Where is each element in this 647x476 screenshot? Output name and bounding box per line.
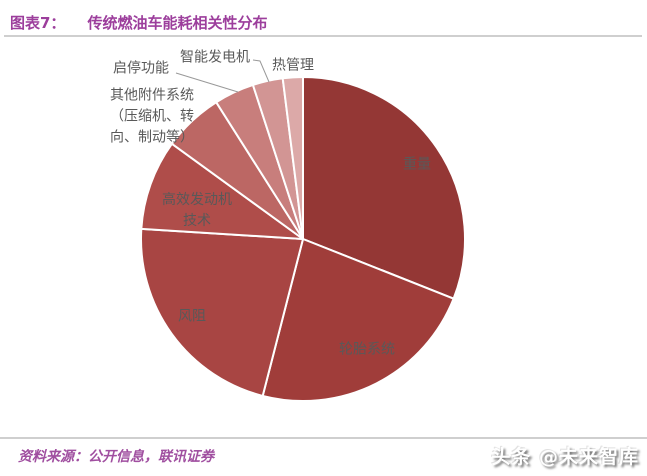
source-label: 资料来源： xyxy=(18,449,88,465)
slice-label-1: 重量 xyxy=(403,156,431,173)
slice-label-4: 高效发动机 技术 xyxy=(162,192,232,229)
pie-slice-4 xyxy=(140,142,304,240)
figure-title: 传统燃油车能耗相关性分布 xyxy=(87,14,268,32)
figure-header: 图表7： 传统燃油车能耗相关性分布 xyxy=(10,12,267,33)
source-text: 公开信息，联讯证券 xyxy=(88,449,214,465)
slice-label-3: 风阻 xyxy=(178,308,206,325)
slice-label-2: 轮胎系统 xyxy=(339,341,395,358)
slice-label-5: 其他附件系统 （压缩机、转 向、制动等） xyxy=(110,87,194,146)
pie-slice-8 xyxy=(281,76,304,240)
leader-line-1 xyxy=(175,72,239,93)
slice-label-8: 热管理 xyxy=(272,57,314,74)
watermark: 头条 @未来智库 xyxy=(491,446,639,468)
leader-line-2 xyxy=(252,59,270,83)
pie-slice-1 xyxy=(302,76,466,300)
footer-divider xyxy=(0,437,647,439)
title-divider xyxy=(4,35,642,37)
pie-slice-2 xyxy=(261,238,455,402)
source-line: 资料来源：公开信息，联讯证券 xyxy=(18,446,214,466)
figure-number: 图表7： xyxy=(10,14,66,32)
pie-slice-3 xyxy=(140,227,304,397)
slice-label-6: 启停功能 xyxy=(113,60,169,77)
slice-label-7: 智能发电机 xyxy=(180,49,250,66)
